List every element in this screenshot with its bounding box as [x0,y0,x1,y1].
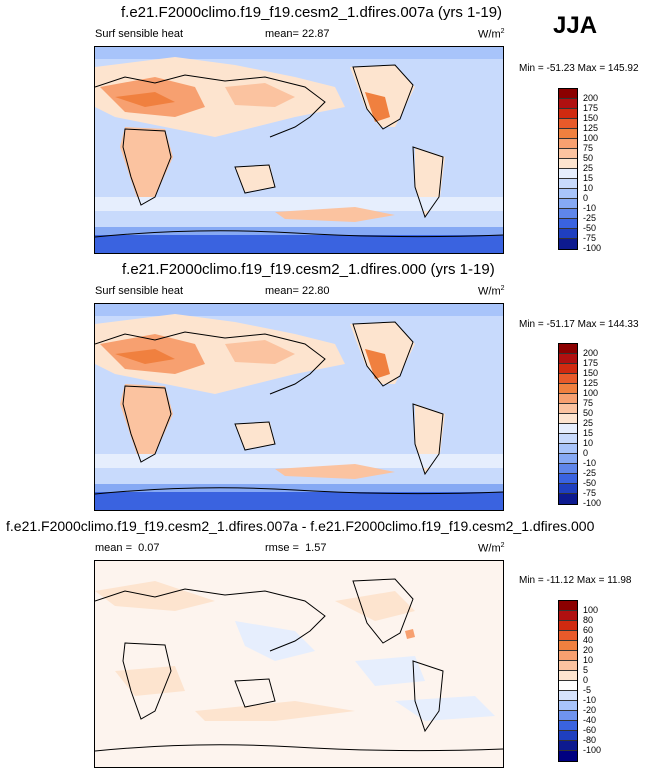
colorbar-tick: -5 [583,685,592,695]
colorbar-tick: 150 [583,113,599,123]
colorbar-tick: -25 [583,468,597,478]
panel3-colorbar [558,600,578,762]
panel2-variable: Surf sensible heat [95,285,184,297]
colorbar-tick: 150 [583,368,599,378]
panel2-title: f.e21.F2000climo.f19_f19.cesm2_1.dfires.… [122,261,495,278]
colorbar-tick: 125 [583,378,599,388]
colorbar-tick: 50 [583,408,594,418]
panel2-colorbar [558,343,578,505]
colorbar-tick: 200 [583,348,599,358]
colorbar-tick: 25 [583,418,594,428]
colorbar-tick: 10 [583,183,594,193]
colorbar-tick: -75 [583,488,597,498]
colorbar-tick: 75 [583,398,594,408]
colorbar-tick: 100 [583,605,599,615]
panel3-units: W/m2 [478,542,505,555]
colorbar-tick: -60 [583,725,597,735]
colorbar-tick: 40 [583,635,594,645]
panel3-mean: mean = 0.07 [95,542,160,554]
panel3-colorbar-labels: 100 80 60 40 20 10 5 0 -5 -10 -20 -40 -60 -80 -100 [583,605,601,755]
panel2-minmax: Min = -51.17 Max = 144.33 [519,319,639,330]
colorbar-tick: -40 [583,715,597,725]
colorbar-tick: 10 [583,438,594,448]
panel3-rmse: rmse = 1.57 [265,542,327,554]
panel2-colorbar-labels: 200 175 150 125 100 75 50 25 15 10 0 -10 -25 -50 -75 -1… [583,348,601,508]
panel1-map [94,46,504,254]
colorbar-tick: -10 [583,695,597,705]
colorbar-tick: 80 [583,615,594,625]
panel3-map [94,560,504,768]
colorbar-tick: -100 [583,243,602,253]
panel1-colorbar [558,88,578,250]
panel1-mean: mean= 22.87 [265,28,330,40]
colorbar-tick: -75 [583,233,597,243]
colorbar-tick: 100 [583,133,599,143]
colorbar-tick: 20 [583,645,594,655]
colorbar-tick: -100 [583,498,602,508]
colorbar-tick: -50 [583,478,597,488]
colorbar-tick: 75 [583,143,594,153]
colorbar-tick: 25 [583,163,594,173]
panel1-units: W/m2 [478,28,505,41]
panel2-mean: mean= 22.80 [265,285,330,297]
colorbar-tick: -10 [583,458,597,468]
panel1-title: f.e21.F2000climo.f19_f19.cesm2_1.dfires.… [121,4,503,21]
panel2-units: W/m2 [478,285,505,298]
colorbar-tick: -10 [583,203,597,213]
colorbar-tick: 60 [583,625,594,635]
panel1-colorbar-labels: 200 175 150 125 100 75 50 25 15 10 0 -10 -25 -50 -75 -1… [583,93,601,253]
colorbar-tick: 15 [583,173,594,183]
colorbar-tick: -20 [583,705,597,715]
colorbar-tick: 5 [583,665,589,675]
panel2-map [94,303,504,511]
panel1-variable: Surf sensible heat [95,28,184,40]
colorbar-tick: 175 [583,358,599,368]
colorbar-tick: 125 [583,123,599,133]
panel3-minmax: Min = -11.12 Max = 11.98 [519,575,632,586]
colorbar-tick: -100 [583,745,602,755]
season-label: JJA [553,12,598,39]
colorbar-tick: 0 [583,193,589,203]
colorbar-tick: 50 [583,153,594,163]
colorbar-tick: -50 [583,223,597,233]
colorbar-tick: -80 [583,735,597,745]
colorbar-tick: 200 [583,93,599,103]
panel3-title: f.e21.F2000climo.f19_f19.cesm2_1.dfires.… [6,518,595,534]
panel1-minmax: Min = -51.23 Max = 145.92 [519,63,639,74]
colorbar-tick: 0 [583,675,589,685]
colorbar-tick: -25 [583,213,597,223]
colorbar-tick: 0 [583,448,589,458]
colorbar-tick: 15 [583,428,594,438]
colorbar-tick: 10 [583,655,594,665]
colorbar-tick: 100 [583,388,599,398]
colorbar-tick: 175 [583,103,599,113]
